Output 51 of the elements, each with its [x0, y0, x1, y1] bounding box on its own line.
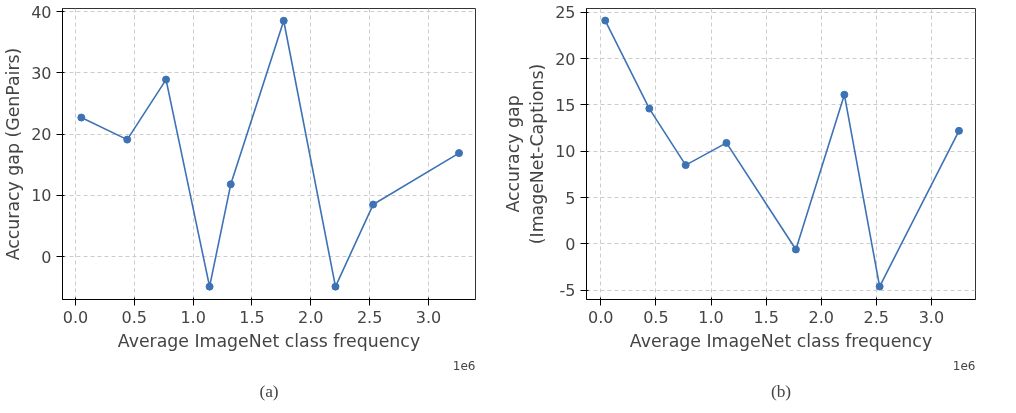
point	[681, 161, 690, 170]
point	[77, 113, 86, 122]
text: 1e6	[452, 358, 476, 373]
x-tick-label: 0.0	[62, 307, 89, 327]
x-tick-label: 3.0	[918, 307, 945, 327]
point	[123, 135, 132, 144]
y-tick-label: 0	[41, 247, 52, 267]
y-tick-label: 20	[31, 125, 52, 145]
y-tick-label: 25	[555, 3, 576, 23]
point	[162, 75, 171, 84]
x-tick-label: 0.5	[643, 307, 669, 327]
point	[205, 282, 214, 291]
x-tick-label: 2.5	[863, 307, 890, 327]
x-tick-label: 3.0	[415, 307, 442, 327]
x-axis-title: Average ImageNet class frequency	[117, 330, 421, 351]
point	[722, 138, 731, 147]
text: 1e6	[952, 358, 976, 373]
y-tick-label: 10	[555, 142, 576, 162]
x-tick-label: 1.0	[698, 307, 724, 327]
point	[645, 104, 654, 113]
x-tick-label: 0.0	[588, 307, 614, 327]
x-tick-label: 2.0	[808, 307, 834, 327]
point	[954, 126, 963, 135]
text: (a)	[259, 381, 279, 401]
x-tick-label: 1.0	[180, 307, 206, 327]
point	[791, 245, 800, 254]
point	[331, 282, 340, 291]
y-axis-title: Accuracy gap (ImageNet-Captions)	[503, 63, 548, 245]
x-tick-label: 2.5	[356, 307, 383, 327]
y-tick-label: 10	[31, 186, 52, 206]
point	[226, 180, 235, 189]
point	[840, 90, 849, 99]
y-tick-label: 15	[555, 95, 576, 115]
x-tick-label: 1.5	[239, 307, 265, 327]
y-tick-label: 30	[31, 63, 52, 83]
y-tick-label: 40	[31, 2, 52, 22]
point	[601, 16, 610, 25]
text: (b)	[770, 381, 792, 401]
y-axis-title: Accuracy gap (GenPairs)	[3, 47, 24, 261]
y-tick-label: 5	[565, 188, 576, 208]
x-tick-label: 0.5	[121, 307, 148, 327]
y-tick-label: -5	[559, 281, 576, 301]
point	[279, 16, 288, 25]
y-tick-label: 20	[555, 49, 576, 69]
point	[369, 200, 378, 209]
y-tick-label: 0	[565, 234, 576, 254]
point	[455, 149, 464, 158]
x-axis-title: Average ImageNet class frequency	[629, 330, 933, 351]
point	[875, 282, 884, 291]
x-tick-label: 2.0	[298, 307, 324, 327]
x-tick-label: 1.5	[753, 307, 779, 327]
